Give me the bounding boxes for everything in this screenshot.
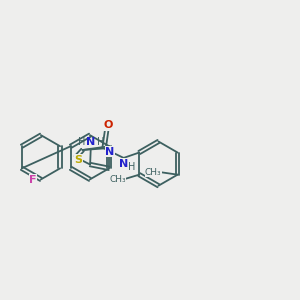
Text: F: F xyxy=(29,175,37,185)
Text: H: H xyxy=(97,137,104,147)
Text: CH₃: CH₃ xyxy=(110,175,126,184)
Text: H: H xyxy=(78,137,85,147)
Text: N: N xyxy=(86,137,96,147)
Text: N: N xyxy=(105,147,115,157)
Text: H: H xyxy=(128,162,136,172)
Text: S: S xyxy=(74,155,83,165)
Text: O: O xyxy=(103,120,112,130)
Text: N: N xyxy=(119,159,128,169)
Text: CH₃: CH₃ xyxy=(145,168,162,177)
